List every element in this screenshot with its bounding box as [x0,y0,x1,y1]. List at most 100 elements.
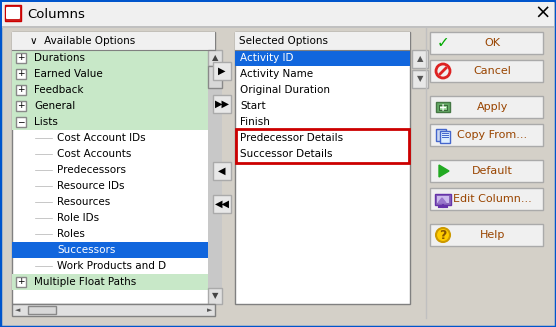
Bar [235,50,410,66]
Bar [2,26,554,28]
Text: Durations: Durations [34,53,85,63]
Bar [16,85,26,95]
Text: General: General [34,101,75,111]
Bar [412,70,428,88]
Text: ◀◀: ◀◀ [215,199,230,209]
Bar [12,242,215,258]
Bar [430,60,543,82]
Bar [28,306,56,314]
Bar [430,224,543,246]
Text: OK: OK [484,38,500,48]
Text: Roles: Roles [57,229,85,239]
Bar [236,129,409,163]
Bar [430,160,543,182]
Text: Columns: Columns [27,8,85,21]
Text: ✓: ✓ [436,36,449,50]
Text: Lists: Lists [34,117,58,127]
Bar [12,32,215,50]
Text: +: + [17,85,25,95]
Bar [412,50,428,68]
Bar [12,98,215,114]
Text: +: + [17,70,25,78]
Bar [12,32,215,304]
Text: ▼: ▼ [417,75,423,83]
Text: ◄: ◄ [16,307,21,313]
Bar [208,288,222,304]
Bar [5,5,21,21]
Bar [430,188,543,210]
Text: +: + [17,101,25,111]
Text: ×: × [535,4,551,23]
Text: Activity ID: Activity ID [240,53,294,63]
Bar [12,50,215,66]
Bar [213,195,231,213]
Text: Work Products and D: Work Products and D [57,261,166,271]
Text: Apply: Apply [477,102,508,112]
Text: ?: ? [439,229,446,242]
Bar [436,129,446,141]
Text: +: + [439,103,447,113]
Text: ▶: ▶ [219,66,226,76]
Bar [213,95,231,113]
FancyBboxPatch shape [6,7,20,19]
Text: +: + [17,54,25,62]
Bar [235,32,410,304]
Text: ▲: ▲ [212,54,219,62]
Bar [12,66,215,82]
Bar [436,102,450,112]
Bar [435,194,451,205]
Text: ▶▶: ▶▶ [215,99,230,109]
Bar [2,2,554,26]
Text: Feedback: Feedback [34,85,83,95]
Bar [213,62,231,80]
Text: Start: Start [240,101,266,111]
Text: Predecessors: Predecessors [57,165,126,175]
Text: Selected Options: Selected Options [239,36,328,46]
Bar [430,96,543,118]
Text: Copy From...: Copy From... [458,130,528,140]
Polygon shape [438,198,446,203]
Bar [208,50,222,66]
Text: Successors: Successors [57,245,116,255]
Polygon shape [439,165,449,177]
Bar [12,274,215,290]
Text: Cost Account IDs: Cost Account IDs [57,133,146,143]
Text: +: + [17,278,25,286]
Text: ▼: ▼ [212,291,219,301]
Text: Default: Default [472,166,513,176]
Text: Successor Details: Successor Details [240,149,332,159]
Text: Resources: Resources [57,197,110,207]
Text: ▲: ▲ [417,55,423,63]
Bar [16,117,26,127]
Text: Edit Column...: Edit Column... [453,194,532,204]
Text: −: − [17,117,25,127]
Text: Role IDs: Role IDs [57,213,99,223]
Bar [430,124,543,146]
Text: Finish: Finish [240,117,270,127]
Bar [16,69,26,79]
Bar [213,162,231,180]
Bar [16,53,26,63]
Text: Original Duration: Original Duration [240,85,330,95]
Text: ►: ► [207,307,213,313]
Bar [12,304,215,316]
Text: ◀: ◀ [219,166,226,176]
Text: Predecessor Details: Predecessor Details [240,133,343,143]
Bar [208,66,222,88]
Bar [12,114,215,130]
Text: Activity Name: Activity Name [240,69,313,79]
Text: Earned Value: Earned Value [34,69,103,79]
Bar [430,32,543,54]
Bar [208,66,222,288]
Circle shape [436,228,450,242]
Text: Help: Help [480,230,505,240]
Text: ∨  Available Options: ∨ Available Options [30,36,135,46]
Bar [12,82,215,98]
Bar [439,105,447,110]
Text: Multiple Float Paths: Multiple Float Paths [34,277,136,287]
Bar [437,196,449,203]
Bar [235,32,410,50]
Text: Resource IDs: Resource IDs [57,181,125,191]
Bar [16,101,26,111]
Text: Cost Accounts: Cost Accounts [57,149,131,159]
